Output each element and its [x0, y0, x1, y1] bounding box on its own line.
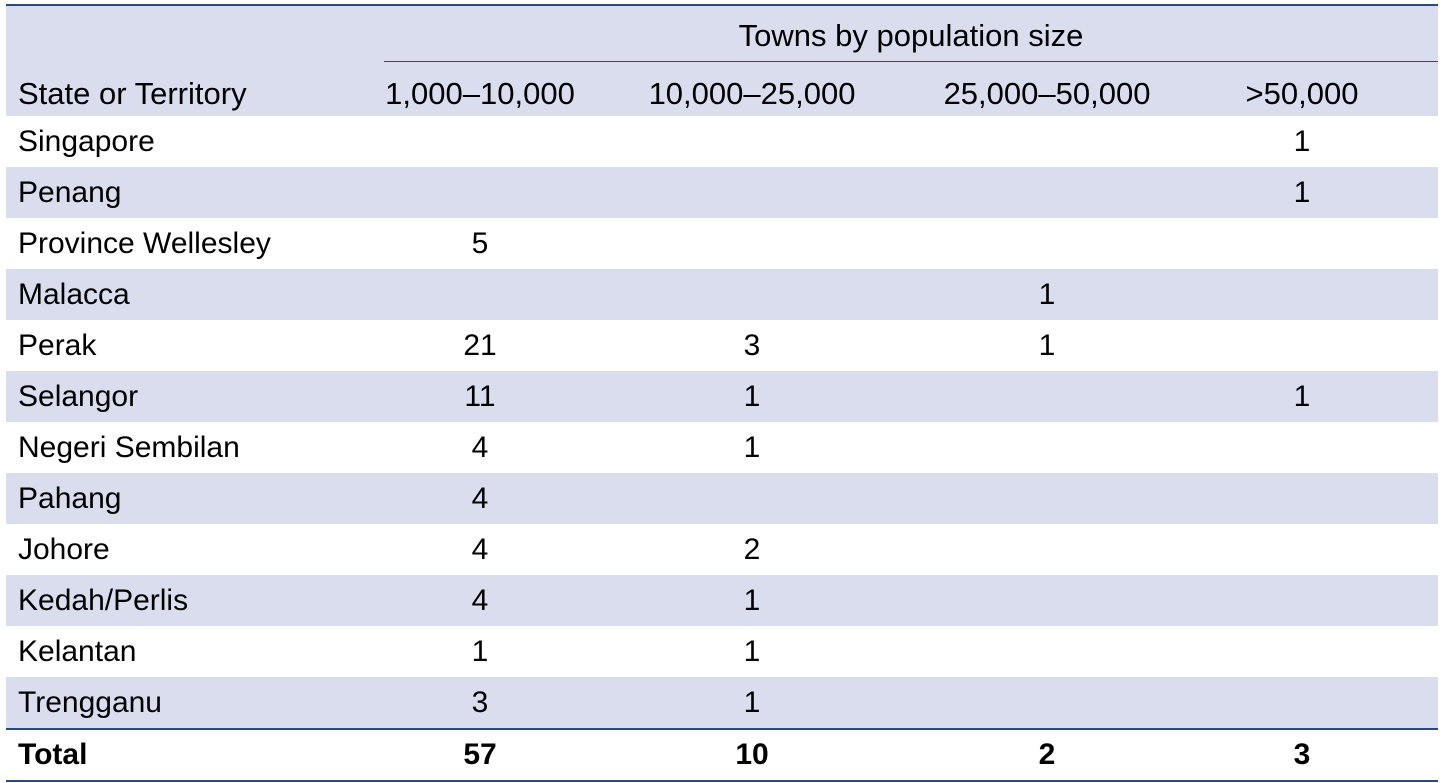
table-row: Singapore 1 — [6, 116, 1438, 167]
table-row: Perak 21 3 1 — [6, 320, 1438, 371]
column-header-over-50000: >50,000 — [1245, 76, 1359, 111]
table-row: Province Wellesley 5 — [6, 218, 1438, 269]
table-row: Negeri Sembilan 4 1 — [6, 422, 1438, 473]
town-count-cell: 2 — [743, 532, 761, 566]
town-count-cell: 3 — [471, 685, 489, 719]
total-label: Total — [18, 738, 88, 771]
column-header-25000-50000: 25,000–50,000 — [943, 76, 1151, 111]
column-header-state: State or Territory — [18, 76, 247, 111]
town-count-cell: 4 — [471, 481, 489, 515]
group-header-title: Towns by population size — [738, 18, 1084, 53]
state-name-cell: Negeri Sembilan — [18, 430, 240, 464]
state-name-cell: Province Wellesley — [18, 226, 271, 260]
total-cell: 57 — [463, 738, 497, 771]
table-row: Johore 4 2 — [6, 524, 1438, 575]
state-name-cell: Johore — [18, 532, 110, 566]
table-body: Singapore 1 Penang 1 Province Wellesley 5 Mala… — [6, 116, 1438, 728]
state-name-cell: Penang — [18, 175, 122, 209]
state-name-cell: Kelantan — [18, 634, 137, 668]
column-header-1000-10000: 1,000–10,000 — [385, 76, 575, 111]
table-row: Pahang 4 — [6, 473, 1438, 524]
table-row: Kelantan 1 1 — [6, 626, 1438, 677]
town-count-cell: 4 — [471, 532, 489, 566]
column-header-10000-25000: 10,000–25,000 — [648, 76, 856, 111]
table-row: Kedah/Perlis 4 1 — [6, 575, 1438, 626]
town-count-cell: 5 — [471, 226, 489, 260]
town-count-cell: 1 — [743, 634, 761, 668]
table-row: Penang 1 — [6, 167, 1438, 218]
state-name-cell: Malacca — [18, 277, 130, 311]
state-name-cell: Pahang — [18, 481, 122, 515]
town-count-cell: 1 — [1038, 277, 1056, 311]
towns-table: Towns by population size State or Territ… — [6, 4, 1438, 782]
town-count-cell: 1 — [1293, 124, 1311, 158]
town-count-cell: 1 — [743, 430, 761, 464]
total-cell: 10 — [735, 738, 769, 771]
state-name-cell: Selangor — [18, 379, 139, 413]
town-count-cell: 4 — [471, 430, 489, 464]
town-count-cell: 1 — [743, 685, 761, 719]
town-count-cell: 21 — [463, 328, 497, 362]
table-row: Malacca 1 — [6, 269, 1438, 320]
town-count-cell: 1 — [743, 379, 761, 413]
total-cell: 3 — [1293, 738, 1311, 771]
total-row: Total 57 10 2 3 — [6, 728, 1438, 780]
state-name-cell: Kedah/Perlis — [18, 583, 189, 617]
total-cell: 2 — [1038, 738, 1056, 771]
state-name-cell: Perak — [18, 328, 97, 362]
state-name-cell: Trengganu — [18, 685, 162, 719]
group-header-rule — [384, 61, 1438, 62]
town-count-cell: 4 — [471, 583, 489, 617]
town-count-cell: 1 — [1293, 175, 1311, 209]
state-name-cell: Singapore — [18, 124, 155, 158]
table-header: Towns by population size State or Territ… — [6, 6, 1438, 116]
town-count-cell: 11 — [464, 379, 496, 413]
town-count-cell: 1 — [743, 583, 761, 617]
table-row: Trengganu 3 1 — [6, 677, 1438, 728]
town-count-cell: 1 — [1038, 328, 1056, 362]
town-count-cell: 3 — [743, 328, 761, 362]
table-row: Selangor 11 1 1 — [6, 371, 1438, 422]
town-count-cell: 1 — [1293, 379, 1311, 413]
town-count-cell: 1 — [471, 634, 489, 668]
